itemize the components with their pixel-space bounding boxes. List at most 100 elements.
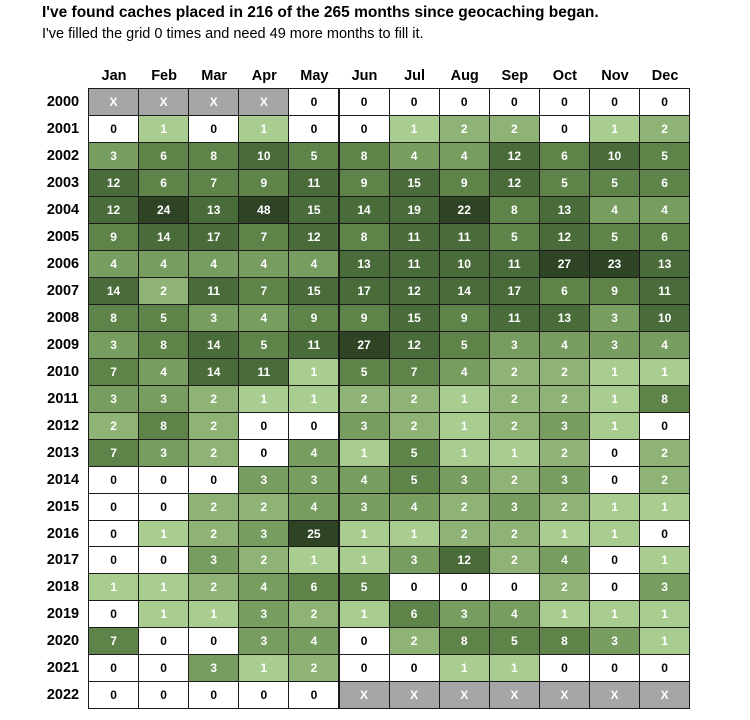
- heatmap-cell-2016-jun: 1: [338, 519, 390, 548]
- heatmap-cell-2019-apr: 3: [238, 600, 290, 629]
- heatmap-cell-2001-apr: 1: [238, 114, 290, 143]
- heatmap-cell-2012-jan: 2: [88, 411, 140, 440]
- heatmap-cell-2001-dec: 2: [639, 114, 691, 143]
- heatmap-cell-2009-feb: 8: [138, 330, 190, 359]
- heatmap-cell-2012-jul: 2: [388, 411, 440, 440]
- heatmap-cell-2020-aug: 8: [438, 627, 490, 656]
- heatmap-cell-2001-mar: 0: [188, 114, 240, 143]
- heatmap-cell-2000-feb: X: [138, 88, 190, 116]
- heatmap-cell-2008-aug: 9: [438, 303, 490, 332]
- heatmap-cell-2005-apr: 7: [238, 222, 290, 251]
- month-header-nov: Nov: [601, 68, 629, 84]
- page-subtitle: I've filled the grid 0 times and need 49…: [42, 26, 424, 42]
- heatmap-cell-2015-mar: 2: [188, 492, 240, 521]
- heatmap-cell-2022-feb: 0: [138, 681, 190, 710]
- heatmap-cell-2003-nov: 5: [589, 168, 641, 197]
- page-title: I've found caches placed in 216 of the 2…: [42, 4, 599, 21]
- heatmap-cell-2000-jan: X: [88, 88, 140, 116]
- month-header-oct: Oct: [552, 68, 577, 84]
- heatmap-cell-2022-aug: X: [438, 681, 490, 710]
- heatmap-cell-2010-jun: 5: [338, 357, 390, 386]
- heatmap-cell-2022-sep: X: [488, 681, 540, 710]
- heatmap-cell-2021-nov: 0: [589, 654, 641, 683]
- heatmap-cell-2008-sep: 11: [488, 303, 540, 332]
- heatmap-cell-2000-apr: X: [238, 88, 290, 116]
- heatmap-cell-2016-feb: 1: [138, 519, 190, 548]
- heatmap-cell-2004-jul: 19: [388, 195, 440, 224]
- heatmap-cell-2009-jan: 3: [88, 330, 140, 359]
- heatmap-cell-2004-may: 15: [288, 195, 340, 224]
- heatmap-cell-2022-oct: X: [538, 681, 590, 710]
- heatmap-cell-2017-jan: 0: [88, 546, 140, 575]
- year-label-2021: 2021: [46, 660, 80, 677]
- heatmap-cell-2011-apr: 1: [238, 384, 290, 413]
- heatmap-cell-2003-aug: 9: [438, 168, 490, 197]
- heatmap-cell-2011-aug: 1: [438, 384, 490, 413]
- heatmap-cell-2005-nov: 5: [589, 222, 641, 251]
- heatmap-cell-2004-mar: 13: [188, 195, 240, 224]
- heatmap-cell-2009-nov: 3: [589, 330, 641, 359]
- heatmap-cell-2018-jul: 0: [388, 573, 440, 602]
- heatmap-cell-2010-apr: 11: [238, 357, 290, 386]
- heatmap-cell-2002-may: 5: [288, 141, 340, 170]
- heatmap-cell-2009-apr: 5: [238, 330, 290, 359]
- heatmap-cell-2004-jun: 14: [338, 195, 390, 224]
- heatmap-cell-2014-jun: 4: [338, 465, 390, 494]
- heatmap-cell-2012-feb: 8: [138, 411, 190, 440]
- heatmap-cell-2013-oct: 2: [538, 438, 590, 467]
- heatmap-cell-2017-may: 1: [288, 546, 340, 575]
- heatmap-cell-2006-aug: 10: [438, 249, 490, 278]
- heatmap-cell-2002-apr: 10: [238, 141, 290, 170]
- heatmap-cell-2010-sep: 2: [488, 357, 540, 386]
- heatmap-cell-2009-jul: 12: [388, 330, 440, 359]
- heatmap-cell-2022-may: 0: [288, 681, 340, 710]
- heatmap-cell-2015-jul: 4: [388, 492, 440, 521]
- heatmap-cell-2001-feb: 1: [138, 114, 190, 143]
- heatmap-cell-2011-dec: 8: [639, 384, 691, 413]
- heatmap-cell-2000-dec: 0: [639, 88, 691, 116]
- heatmap-cell-2010-oct: 2: [538, 357, 590, 386]
- heatmap-cell-2020-mar: 0: [188, 627, 240, 656]
- heatmap-cell-2013-jul: 5: [388, 438, 440, 467]
- heatmap-cell-2002-nov: 10: [589, 141, 641, 170]
- heatmap-cell-2022-mar: 0: [188, 681, 240, 710]
- heatmap-cell-2003-may: 11: [288, 168, 340, 197]
- heatmap-cell-2014-may: 3: [288, 465, 340, 494]
- month-header-jan: Jan: [101, 68, 127, 84]
- heatmap-cell-2008-oct: 13: [538, 303, 590, 332]
- year-label-2022: 2022: [46, 687, 80, 704]
- heatmap-cell-2002-oct: 6: [538, 141, 590, 170]
- heatmap-cell-2010-may: 1: [288, 357, 340, 386]
- heatmap-cell-2010-jul: 7: [388, 357, 440, 386]
- heatmap-cell-2016-dec: 0: [639, 519, 691, 548]
- heatmap-cell-2007-jan: 14: [88, 276, 140, 305]
- heatmap-cell-2021-mar: 3: [188, 654, 240, 683]
- heatmap-cell-2019-dec: 1: [639, 600, 691, 629]
- heatmap-cell-2008-dec: 10: [639, 303, 691, 332]
- heatmap-cell-2004-aug: 22: [438, 195, 490, 224]
- heatmap-cell-2000-mar: X: [188, 88, 240, 116]
- heatmap-cell-2022-jun: X: [338, 681, 390, 710]
- heatmap-cell-2005-feb: 14: [138, 222, 190, 251]
- heatmap-cell-2017-aug: 12: [438, 546, 490, 575]
- month-header-jun: Jun: [351, 68, 378, 84]
- heatmap-cell-2009-jun: 27: [338, 330, 390, 359]
- heatmap-cell-2012-sep: 2: [488, 411, 540, 440]
- year-label-2017: 2017: [46, 552, 80, 569]
- heatmap-cell-2004-dec: 4: [639, 195, 691, 224]
- year-label-2007: 2007: [46, 282, 80, 299]
- heatmap-cell-2004-apr: 48: [238, 195, 290, 224]
- heatmap-cell-2006-jan: 4: [88, 249, 140, 278]
- heatmap-cell-2006-apr: 4: [238, 249, 290, 278]
- heatmap-cell-2012-may: 0: [288, 411, 340, 440]
- heatmap-cell-2011-may: 1: [288, 384, 340, 413]
- heatmap-cell-2009-dec: 4: [639, 330, 691, 359]
- month-header-apr: Apr: [251, 68, 277, 84]
- heatmap-cell-2001-aug: 2: [438, 114, 490, 143]
- heatmap-cell-2018-dec: 3: [639, 573, 691, 602]
- heatmap-cell-2011-mar: 2: [188, 384, 240, 413]
- heatmap-cell-2015-dec: 1: [639, 492, 691, 521]
- year-label-2005: 2005: [46, 228, 80, 245]
- month-header-feb: Feb: [151, 68, 177, 84]
- heatmap-cell-2016-jan: 0: [88, 519, 140, 548]
